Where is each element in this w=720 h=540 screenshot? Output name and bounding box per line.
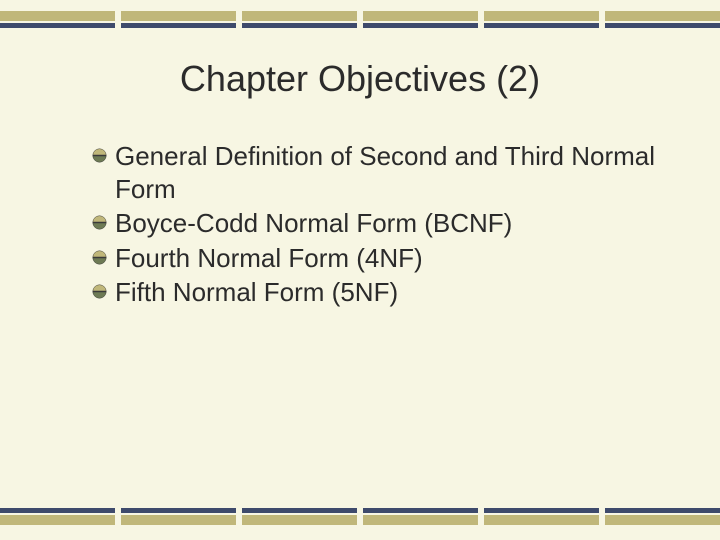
bar-segment	[242, 11, 357, 28]
list-item: Fifth Normal Form (5NF)	[92, 276, 660, 309]
bar-segment	[0, 508, 115, 528]
bullet-icon	[92, 284, 107, 299]
bar-segment	[121, 508, 236, 528]
bullet-icon	[92, 148, 107, 163]
top-decorative-bar	[0, 0, 720, 34]
bar-segment	[605, 11, 720, 28]
list-item: General Definition of Second and Third N…	[92, 140, 660, 205]
bar-segment	[484, 11, 599, 28]
bullet-text: Fifth Normal Form (5NF)	[115, 276, 398, 309]
bar-segment	[363, 11, 478, 28]
bullet-list: General Definition of Second and Third N…	[0, 140, 720, 309]
bar-segment	[121, 11, 236, 28]
bullet-text: Fourth Normal Form (4NF)	[115, 242, 423, 275]
bar-segment	[363, 508, 478, 528]
bar-segment	[242, 508, 357, 528]
bullet-icon	[92, 250, 107, 265]
bullet-text: General Definition of Second and Third N…	[115, 140, 660, 205]
bottom-decorative-bar	[0, 508, 720, 528]
bar-segment	[484, 508, 599, 528]
bar-segment	[0, 11, 115, 28]
slide-title: Chapter Objectives (2)	[0, 58, 720, 100]
slide: Chapter Objectives (2) General Definitio…	[0, 0, 720, 540]
bullet-icon	[92, 215, 107, 230]
list-item: Boyce-Codd Normal Form (BCNF)	[92, 207, 660, 240]
bullet-text: Boyce-Codd Normal Form (BCNF)	[115, 207, 512, 240]
list-item: Fourth Normal Form (4NF)	[92, 242, 660, 275]
bar-segment	[605, 508, 720, 528]
